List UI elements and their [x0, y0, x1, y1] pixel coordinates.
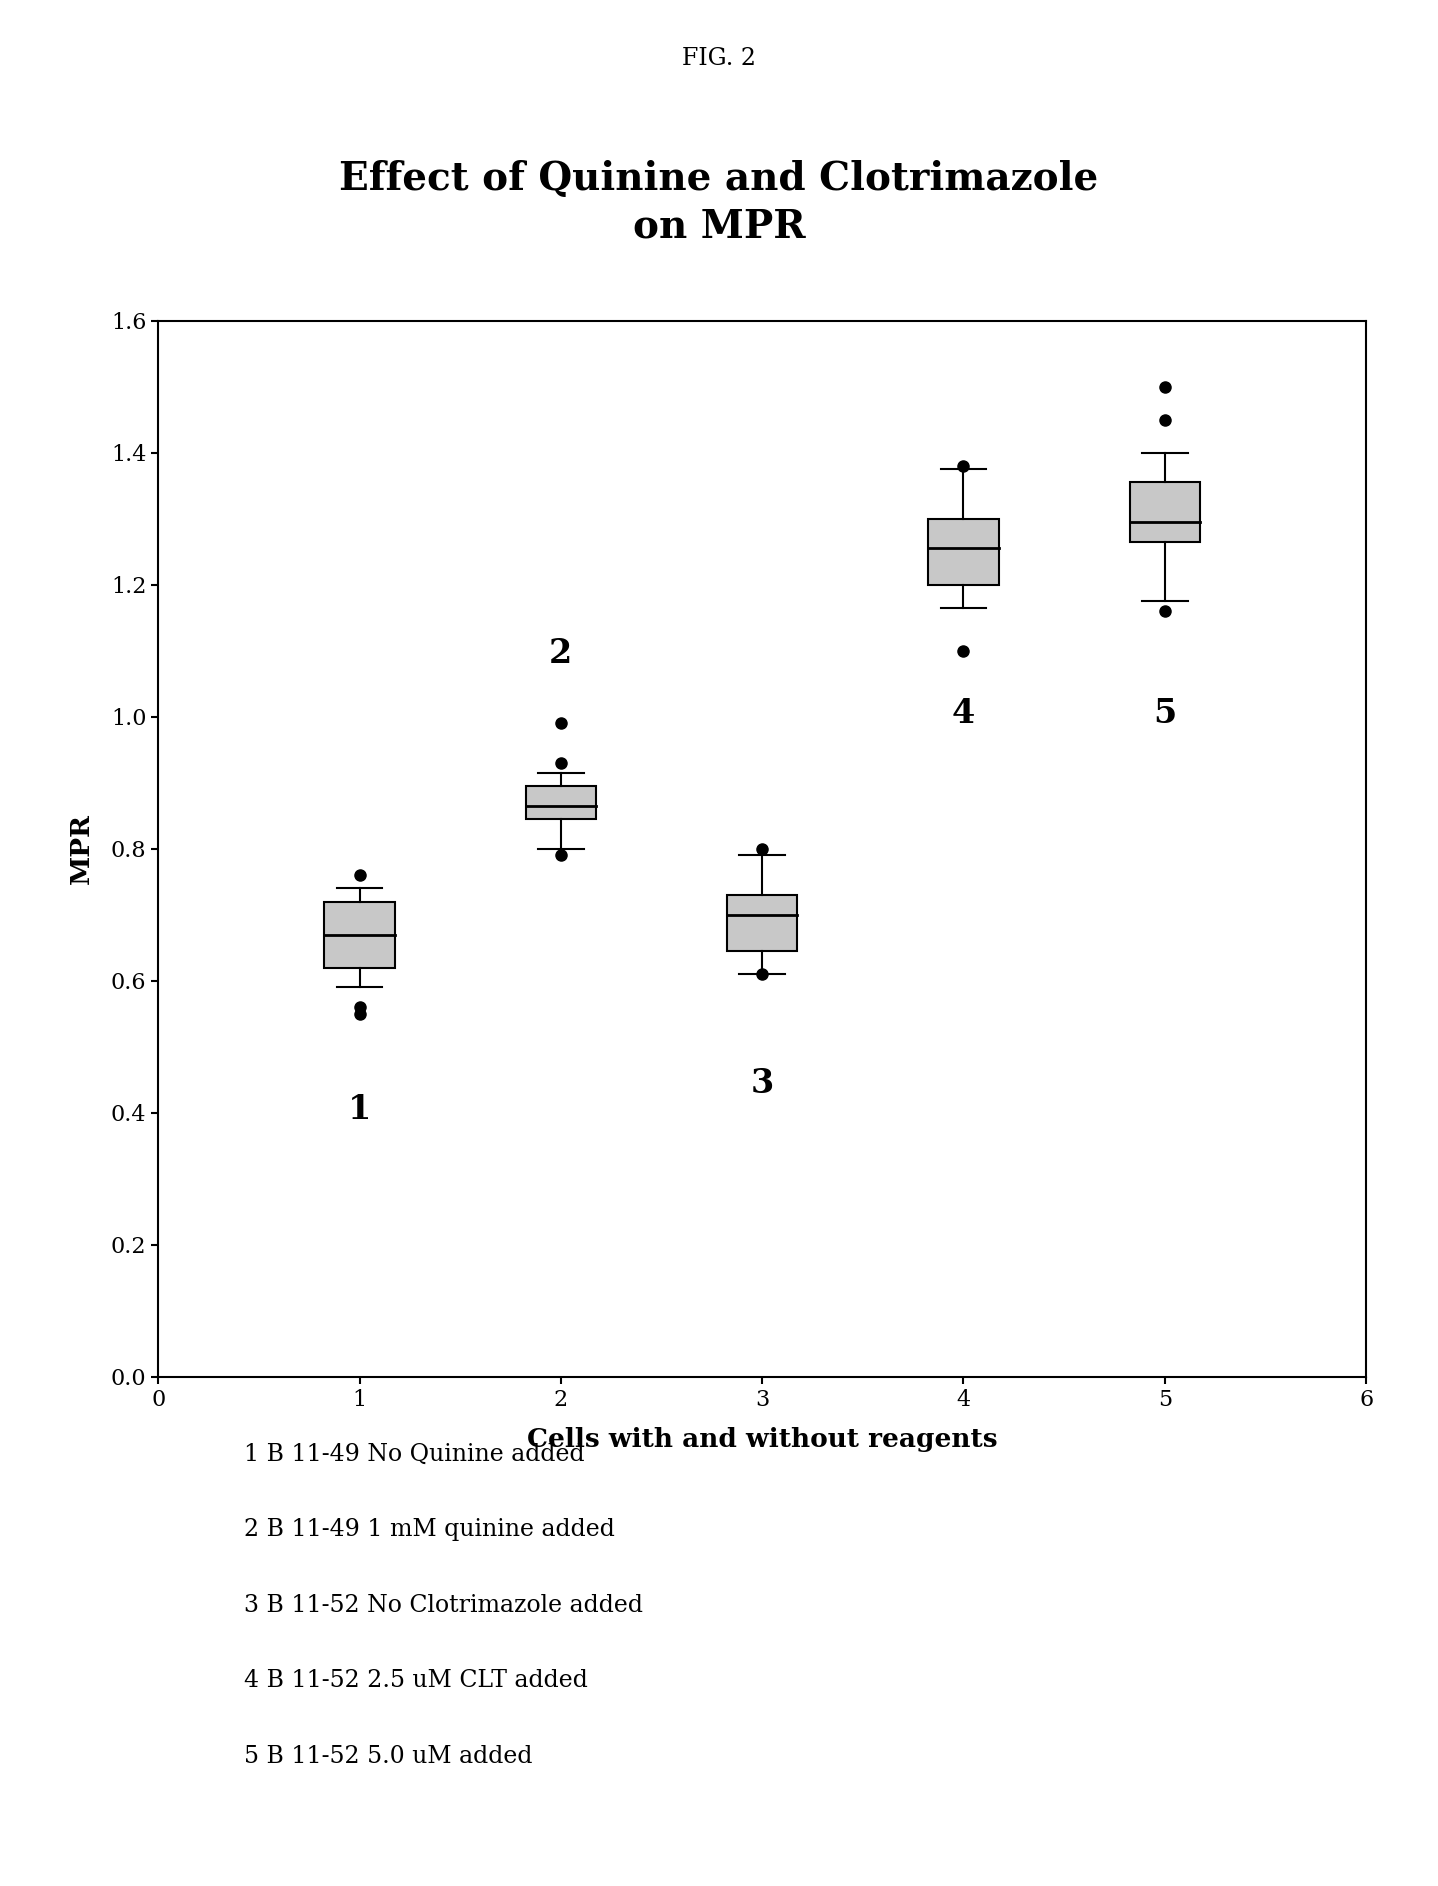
Bar [325, 902, 394, 968]
Bar [928, 519, 998, 585]
Text: 2: 2 [549, 637, 572, 670]
Bar [726, 894, 797, 951]
Text: 2 B 11-49 1 mM quinine added: 2 B 11-49 1 mM quinine added [244, 1518, 615, 1541]
Text: Effect of Quinine and Clotrimazole
on MPR: Effect of Quinine and Clotrimazole on MP… [339, 160, 1099, 245]
Text: 4 B 11-52 2.5 uM CLT added: 4 B 11-52 2.5 uM CLT added [244, 1669, 588, 1692]
Bar [525, 786, 595, 819]
Text: 1 B 11-49 No Quinine added: 1 B 11-49 No Quinine added [244, 1443, 585, 1465]
Y-axis label: MPR: MPR [69, 813, 93, 885]
Text: 4: 4 [952, 696, 975, 730]
Text: 1: 1 [348, 1092, 371, 1126]
Text: 3: 3 [751, 1066, 774, 1100]
Text: 3 B 11-52 No Clotrimazole added: 3 B 11-52 No Clotrimazole added [244, 1594, 643, 1616]
Text: 5: 5 [1153, 696, 1176, 730]
X-axis label: Cells with and without reagents: Cells with and without reagents [526, 1428, 998, 1452]
Text: FIG. 2: FIG. 2 [682, 47, 756, 70]
Text: 5 B 11-52 5.0 uM added: 5 B 11-52 5.0 uM added [244, 1745, 533, 1767]
Bar [1130, 483, 1199, 541]
